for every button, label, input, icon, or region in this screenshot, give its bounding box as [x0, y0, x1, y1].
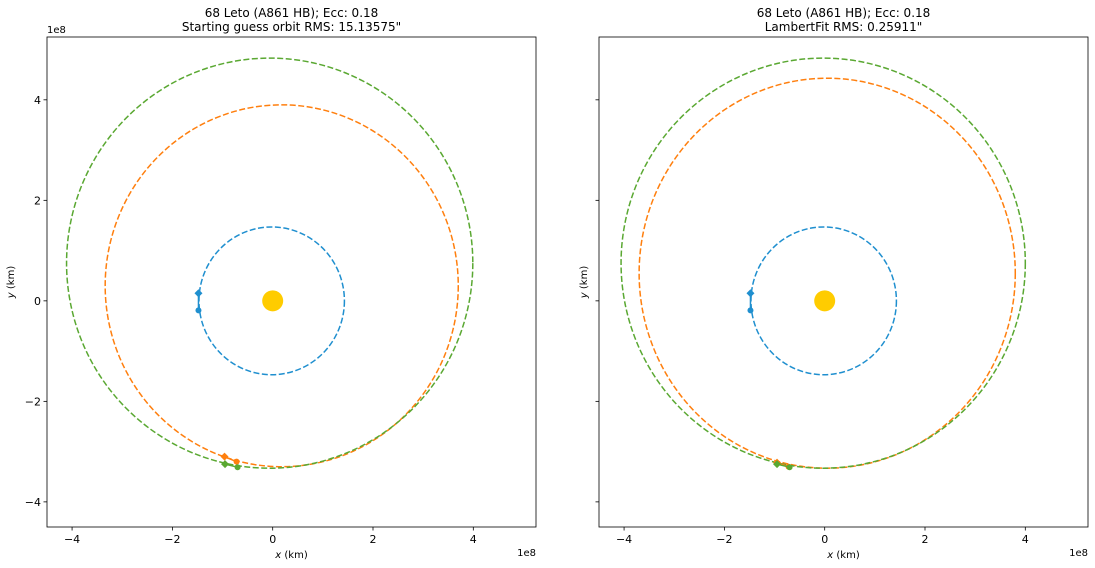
marker-diamond-1 [746, 289, 755, 298]
chart-subtitle: LambertFit RMS: 0.25911" [765, 20, 923, 34]
marker-circle-1 [747, 307, 754, 314]
x-tick-label: 0 [821, 533, 828, 546]
x-offset-label: 1e8 [517, 548, 536, 559]
orbit-2 [104, 104, 460, 468]
chart-subtitle: Starting guess orbit RMS: 15.13575" [182, 20, 401, 34]
x-axis-label: x (km) [826, 550, 860, 561]
orbit-2 [638, 77, 1017, 469]
marker-circle-2 [233, 458, 240, 465]
x-tick-label: 2 [370, 533, 377, 546]
sun-marker [262, 290, 284, 312]
marker-diamond-3 [221, 460, 230, 469]
marker-diamond-2 [220, 452, 229, 461]
y-axis-label: y (km) [6, 266, 17, 300]
x-tick-label: −2 [716, 533, 732, 546]
x-tick-label: −4 [616, 533, 632, 546]
x-tick-label: −4 [64, 533, 80, 546]
marker-circle-3 [234, 464, 241, 471]
x-offset-label: 1e8 [1069, 548, 1088, 559]
y-tick-label: 2 [34, 194, 41, 207]
plot-area [65, 57, 474, 471]
y-axis-label: y (km) [579, 266, 590, 300]
marker-diamond-1 [194, 289, 203, 298]
x-tick-label: 4 [1022, 533, 1029, 546]
plot-area [620, 57, 1027, 471]
orbit-3 [620, 57, 1027, 469]
x-axis-label: x (km) [274, 550, 308, 561]
y-tick-label: −2 [25, 395, 41, 408]
marker-circle-3 [786, 464, 793, 471]
chart-title: 68 Leto (A861 HB); Ecc: 0.18 [205, 6, 379, 20]
y-tick-label: 0 [34, 295, 41, 308]
axes-frame [598, 36, 1089, 528]
x-tick-label: −2 [164, 533, 180, 546]
chart-title: 68 Leto (A861 HB); Ecc: 0.18 [757, 6, 931, 20]
x-tick-label: 2 [922, 533, 929, 546]
y-tick-label: 4 [34, 94, 41, 107]
sun-marker [814, 290, 836, 312]
marker-diamond-3 [773, 460, 782, 469]
marker-circle-1 [195, 307, 202, 314]
y-offset-label: 1e8 [47, 25, 66, 36]
x-tick-label: 4 [470, 533, 477, 546]
orbit-3 [65, 57, 474, 469]
y-tick-label: −4 [25, 496, 41, 509]
axes-frame [46, 36, 537, 528]
x-tick-label: 0 [269, 533, 276, 546]
